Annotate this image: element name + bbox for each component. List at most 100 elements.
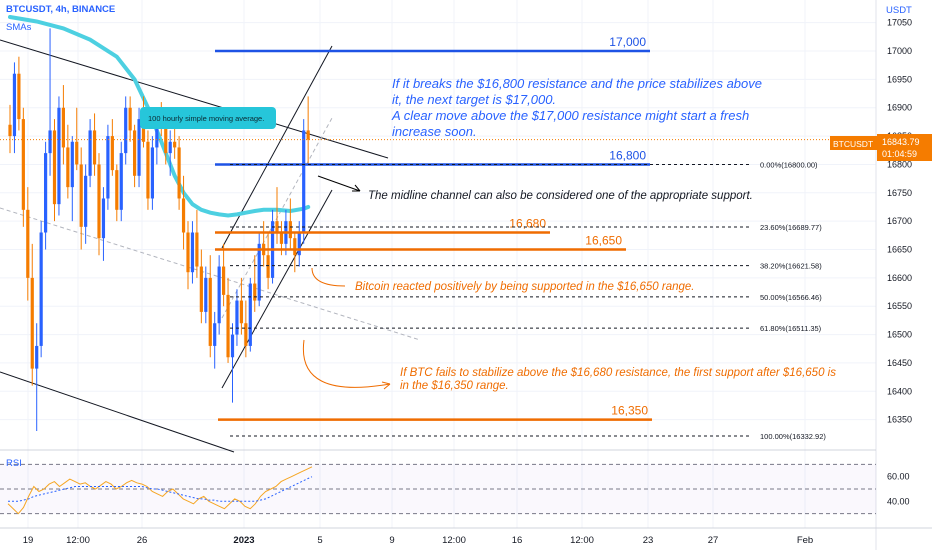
support-arrow	[311, 267, 346, 287]
symbol-title[interactable]: BTCUSDT, 4h, BINANCE	[6, 4, 115, 15]
level-label: 16,680	[509, 217, 546, 231]
x-tick-label: 12:00	[66, 535, 90, 546]
channel-lower-line	[0, 371, 235, 453]
candle-body	[30, 277, 34, 369]
candle-body	[110, 136, 114, 171]
candle-body	[186, 232, 190, 273]
fail-annotation-line-2: in the $16,350 range.	[400, 380, 509, 392]
candle-body	[26, 209, 30, 278]
candle-body	[12, 73, 17, 137]
candle-body	[266, 255, 270, 278]
rsi-label[interactable]: RSI	[6, 458, 22, 469]
y-tick-label: 16700	[887, 216, 912, 226]
y-tick-label: 16900	[887, 103, 912, 113]
y-tick-label: 16350	[887, 415, 912, 425]
candle-body	[66, 147, 70, 188]
indicator-label[interactable]: SMAs	[6, 22, 32, 33]
candle-body	[97, 164, 101, 239]
candle-body	[293, 238, 297, 256]
candle-body	[84, 175, 88, 227]
candle-body	[79, 164, 83, 227]
rsi-ma-line	[8, 476, 313, 502]
y-tick-label: 16650	[887, 245, 912, 255]
candle-body	[288, 221, 292, 239]
level-label: 17,000	[609, 35, 646, 49]
rsi-tick-label: 60.00	[887, 472, 910, 482]
candle-body	[275, 221, 279, 233]
sma-callout-box	[140, 107, 276, 129]
candle-body	[141, 119, 146, 142]
fib-label: 0.00%(16800.00)	[760, 160, 818, 169]
candle-body	[92, 130, 97, 165]
candle-body	[88, 130, 92, 176]
candle-body	[61, 107, 65, 148]
fib-label: 23.60%(16689.77)	[760, 223, 822, 232]
level-label: 16,650	[585, 234, 622, 248]
breakout-annotation: If it breaks the $16,800 resistance and …	[391, 76, 762, 139]
fib-layer: 0.00%(16800.00) 23.60%(16689.77) 38.20%(16…	[230, 160, 826, 441]
candle-body	[137, 119, 141, 176]
fib-label: 61.80%(16511.35)	[760, 324, 822, 333]
levels-layer: 17,000 16,800 16,680 16,650 16,350	[0, 35, 876, 421]
candle-body	[213, 323, 217, 346]
price-badge: BTCUSDT 16843.79 01:04:59	[830, 134, 932, 161]
candle-body	[222, 266, 226, 295]
level-label: 16,350	[611, 404, 648, 418]
candle-body	[101, 198, 106, 239]
candle-body	[279, 232, 284, 244]
candle-body	[8, 124, 12, 137]
candle-body	[75, 141, 79, 165]
annotation-line-2: it, the next target is $17,000.	[392, 92, 556, 107]
y-tick-label: 16450	[887, 358, 912, 368]
x-tick-label: 27	[708, 535, 719, 546]
candle-body	[119, 153, 123, 210]
candle-body	[306, 130, 310, 140]
candle-body	[128, 107, 132, 131]
price-badge-countdown: 01:04:59	[882, 149, 917, 159]
x-tick-label: 19	[23, 535, 34, 546]
candle-body	[44, 153, 48, 233]
time-axis[interactable]: 19 12:00 26 2023 5 9 12:00 16 12:00 23 27 Feb	[23, 535, 813, 546]
candle-body	[124, 107, 128, 154]
candles-layer	[8, 28, 310, 431]
x-tick-label: 23	[643, 535, 654, 546]
fail-arrow	[302, 339, 391, 388]
fail-arrow-head	[381, 381, 391, 390]
y-tick-label: 16800	[887, 159, 912, 169]
candle-body	[155, 119, 159, 148]
fib-label: 100.00%(16332.92)	[760, 432, 826, 441]
y-tick-label: 16400	[887, 386, 912, 396]
candle-body	[257, 243, 261, 301]
x-tick-label: 16	[512, 535, 523, 546]
x-tick-label: 12:00	[570, 535, 594, 546]
level-label: 16,800	[609, 148, 646, 162]
sma-layer	[8, 15, 311, 218]
currency-label: USDT	[886, 5, 912, 16]
fail-annotation-line-1: If BTC fails to stabilize above the $16,…	[400, 367, 836, 379]
x-tick-label: 26	[137, 535, 148, 546]
candle-body	[150, 147, 154, 199]
candle-body	[181, 198, 186, 233]
candle-body	[239, 300, 243, 324]
candle-body	[48, 130, 52, 154]
candle-body	[195, 232, 199, 267]
x-tick-label: 2023	[233, 535, 254, 546]
candle-body	[302, 130, 306, 233]
y-tick-label: 16600	[887, 273, 912, 283]
sma-callout-text: 100 hourly simple moving average.	[148, 114, 264, 123]
price-axis[interactable]: 16350 16400 16450 16500 16550 16600 16650 16700…	[887, 18, 912, 425]
candle-body	[106, 136, 110, 199]
candle-body	[235, 300, 239, 335]
candle-body	[168, 141, 172, 154]
candle-body	[146, 141, 150, 199]
channel-upper-line	[0, 39, 389, 159]
symbol-badge-bg	[830, 136, 877, 150]
support-annotation: Bitcoin reacted positively by being supp…	[355, 281, 694, 293]
y-tick-label: 17000	[887, 46, 912, 56]
candle-body	[21, 119, 25, 210]
x-tick-label: 9	[389, 535, 394, 546]
x-tick-label: Feb	[797, 535, 813, 546]
rsi-tick-label: 40.00	[887, 496, 910, 506]
fib-label: 38.20%(16621.58)	[760, 262, 822, 271]
